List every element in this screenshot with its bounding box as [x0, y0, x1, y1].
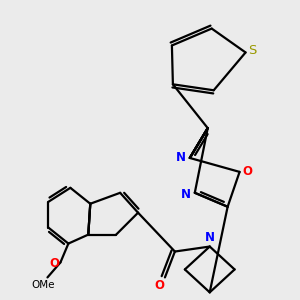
Text: O: O — [242, 165, 253, 178]
Text: O: O — [50, 257, 59, 270]
Text: S: S — [248, 44, 257, 57]
Text: N: N — [181, 188, 191, 201]
Text: O: O — [154, 279, 164, 292]
Text: N: N — [205, 231, 215, 244]
Text: OMe: OMe — [32, 280, 55, 290]
Text: N: N — [176, 152, 186, 164]
